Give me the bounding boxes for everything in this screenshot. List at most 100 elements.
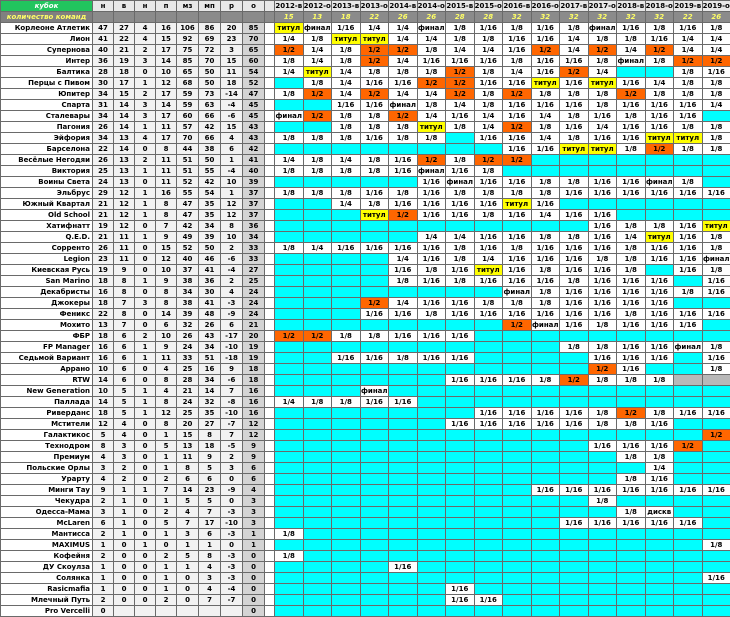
result-cell [503, 386, 532, 397]
result-cell [303, 551, 332, 562]
result-cell [303, 276, 332, 287]
result-cell: титул [360, 210, 389, 221]
result-cell: 1/16 [446, 199, 475, 210]
stat-cell: 59 [177, 100, 199, 111]
result-cell: 1/16 [332, 100, 361, 111]
result-cell [303, 529, 332, 540]
result-cell [674, 529, 703, 540]
result-cell: 1/16 [474, 408, 503, 419]
stat-cell: 9 [93, 485, 114, 496]
result-cell [389, 320, 418, 331]
result-cell [275, 518, 304, 529]
result-cell: 1/2 [389, 210, 418, 221]
result-cell [674, 562, 703, 573]
result-cell [332, 342, 361, 353]
stat-cell: 69 [199, 34, 221, 45]
stat-cell: 25 [177, 408, 199, 419]
result-cell: 1/8 [674, 122, 703, 133]
result-cell [702, 496, 730, 507]
result-cell [446, 287, 475, 298]
result-cell [474, 474, 503, 485]
result-cell [645, 166, 674, 177]
result-cell: 1/2 [702, 56, 730, 67]
result-cell [275, 364, 304, 375]
result-cell [531, 452, 560, 463]
result-cell [417, 386, 446, 397]
result-cell [360, 463, 389, 474]
result-cell: 1/16 [503, 133, 532, 144]
result-cell [645, 606, 674, 617]
stat-cell: 35 [199, 408, 221, 419]
result-cell [360, 573, 389, 584]
result-cell: 1/16 [389, 78, 418, 89]
stat-cell: 12 [156, 408, 177, 419]
stat-cell: 7 [156, 485, 177, 496]
result-cell: 1/16 [531, 276, 560, 287]
result-cell: 1/4 [389, 23, 418, 34]
result-cell: 1/4 [275, 155, 304, 166]
spacer-cell [265, 540, 275, 551]
result-cell [360, 232, 389, 243]
result-cell [674, 276, 703, 287]
stat-cell: 60 [243, 56, 265, 67]
team-name: Спарта [1, 100, 93, 111]
result-cell [332, 276, 361, 287]
stat-cell: 38 [199, 144, 221, 155]
stat-cell: 8 [221, 221, 243, 232]
stat-cell: 57 [177, 122, 199, 133]
result-cell: титул [645, 232, 674, 243]
result-cell [474, 584, 503, 595]
stat-cell: 3 [135, 100, 156, 111]
spacer-cell [265, 562, 275, 573]
season-header: 2018-в [617, 1, 646, 12]
result-cell: 1/16 [617, 287, 646, 298]
result-cell: 1/4 [674, 45, 703, 56]
result-cell [617, 331, 646, 342]
team-name: FP Manager [1, 342, 93, 353]
stat-header: п [156, 1, 177, 12]
stat-cell: -6 [221, 254, 243, 265]
result-cell [645, 584, 674, 595]
result-cell [674, 540, 703, 551]
result-cell: 1/16 [531, 23, 560, 34]
result-cell [332, 518, 361, 529]
stat-cell: 4 [93, 474, 114, 485]
result-cell: 1/4 [674, 34, 703, 45]
stat-cell: 45 [243, 111, 265, 122]
spacer-cell [265, 67, 275, 78]
result-cell: 1/16 [531, 309, 560, 320]
result-cell: 1/4 [702, 100, 730, 111]
result-cell [332, 144, 361, 155]
stat-cell: 1 [114, 529, 135, 540]
result-cell: 1/8 [702, 144, 730, 155]
stat-cell: 1 [135, 276, 156, 287]
spacer-cell [265, 408, 275, 419]
stat-cell: 42 [243, 144, 265, 155]
stat-cell: 12 [93, 419, 114, 430]
stat-cell: 25 [177, 364, 199, 375]
spacer-cell [265, 507, 275, 518]
result-cell [303, 430, 332, 441]
result-cell: 1/2 [389, 111, 418, 122]
result-cell: 1/16 [702, 276, 730, 287]
spacer-cell [265, 100, 275, 111]
result-cell: 1/16 [560, 518, 589, 529]
result-cell: 1/16 [645, 100, 674, 111]
result-cell: 1/8 [617, 507, 646, 518]
result-cell [332, 540, 361, 551]
result-cell: 1/8 [417, 45, 446, 56]
result-cell: 1/4 [702, 45, 730, 56]
result-cell: 1/4 [417, 111, 446, 122]
stat-cell: 27 [243, 265, 265, 276]
spacer-cell [265, 342, 275, 353]
result-cell: 1/8 [303, 166, 332, 177]
result-cell [674, 166, 703, 177]
result-cell: 1/8 [645, 89, 674, 100]
result-cell [389, 606, 418, 617]
result-cell [474, 386, 503, 397]
result-cell: 1/8 [360, 155, 389, 166]
team-name: ДУ Скоулза [1, 562, 93, 573]
stat-cell: 14 [114, 144, 135, 155]
